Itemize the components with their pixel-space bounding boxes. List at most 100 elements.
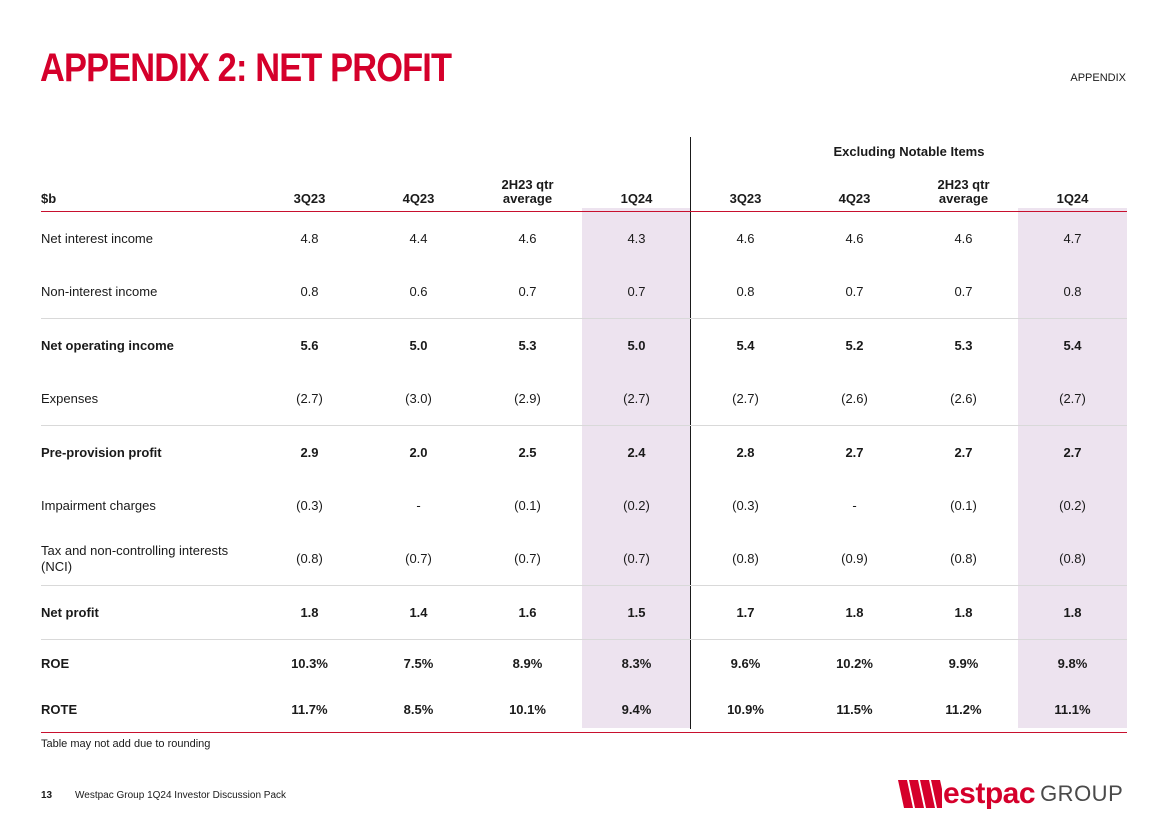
table-cell: - bbox=[852, 498, 857, 513]
table-cell: 1.8 bbox=[1018, 585, 1127, 640]
table-cell: 11.2% bbox=[909, 686, 1018, 733]
table-cell: 5.0 bbox=[364, 318, 473, 372]
table-cell: (2.7) bbox=[732, 391, 759, 406]
table-cell: (0.7) bbox=[405, 551, 432, 566]
table-cell: (0.3) bbox=[296, 498, 323, 513]
table-cell: 9.6% bbox=[691, 639, 800, 686]
table-cell: (2.6) bbox=[841, 391, 868, 406]
table-row: Net operating income 5.6 5.0 5.3 5.0 5.4 5.2 5.… bbox=[41, 318, 1127, 372]
table-cell: 5.2 bbox=[800, 318, 909, 372]
table-cell: 2.8 bbox=[691, 425, 800, 479]
table-cell: 0.6 bbox=[409, 284, 428, 299]
table-cell: (2.7) bbox=[623, 391, 650, 406]
table-cell: 4.6 bbox=[954, 231, 973, 246]
table-cell: (2.7) bbox=[296, 391, 323, 406]
table-cell: (0.8) bbox=[950, 551, 977, 566]
table-cell: 7.5% bbox=[364, 639, 473, 686]
table-cell: (0.8) bbox=[732, 551, 759, 566]
footnote: Table may not add due to rounding bbox=[41, 738, 211, 750]
table-cell: (0.3) bbox=[732, 498, 759, 513]
table-cell: (0.8) bbox=[1059, 551, 1086, 566]
table-cell: 5.4 bbox=[1018, 318, 1127, 372]
column-header: 1Q24 bbox=[582, 164, 691, 212]
column-header: 1Q24 bbox=[1018, 164, 1127, 212]
table-cell: 2.9 bbox=[255, 425, 364, 479]
table-cell: 0.8 bbox=[736, 284, 755, 299]
table-cell: 1.8 bbox=[255, 585, 364, 640]
column-header: 3Q23 bbox=[691, 164, 800, 212]
table-cell: 4.3 bbox=[627, 231, 646, 246]
table-cell: 8.3% bbox=[582, 639, 691, 686]
table-cell: 4.7 bbox=[1063, 231, 1082, 246]
table-cell: 10.1% bbox=[473, 686, 582, 733]
table-cell: (0.1) bbox=[514, 498, 541, 513]
table-cell: 9.4% bbox=[582, 686, 691, 733]
table-cell: 5.4 bbox=[691, 318, 800, 372]
net-profit-table: $b 3Q23 4Q23 2H23 qtr average 1Q24 3Q23 4… bbox=[41, 164, 1127, 733]
column-header: 4Q23 bbox=[800, 164, 909, 212]
table-cell: - bbox=[416, 498, 421, 513]
table-cell: 2.7 bbox=[909, 425, 1018, 479]
row-label: Net interest income bbox=[41, 231, 153, 246]
table-cell: 4.6 bbox=[736, 231, 755, 246]
table-row: Pre-provision profit 2.9 2.0 2.5 2.4 2.8 2.7 2.… bbox=[41, 425, 1127, 479]
westpac-group-logo: estpac GROUP bbox=[898, 777, 1124, 810]
table-row: Non-interest income 0.8 0.6 0.7 0.7 0.8 0.7 0.7… bbox=[41, 265, 1127, 319]
row-label: Non-interest income bbox=[41, 284, 158, 299]
table-cell: 1.8 bbox=[800, 585, 909, 640]
logo-wordmark: estpac bbox=[943, 777, 1036, 810]
page-title: APPENDIX 2: NET PROFIT bbox=[40, 46, 452, 90]
row-label: Net profit bbox=[41, 585, 255, 640]
table-cell: 5.3 bbox=[473, 318, 582, 372]
row-label: Pre-provision profit bbox=[41, 425, 255, 479]
table-cell: 4.4 bbox=[409, 231, 428, 246]
table-cell: 5.0 bbox=[582, 318, 691, 372]
column-header: $b bbox=[41, 164, 255, 212]
row-label: Tax and non-controlling interests (NCI) bbox=[41, 542, 229, 574]
table-cell: (0.8) bbox=[296, 551, 323, 566]
table-cell: 0.8 bbox=[1063, 284, 1082, 299]
table-cell: (0.2) bbox=[1059, 498, 1086, 513]
table-cell: 2.7 bbox=[800, 425, 909, 479]
table-cell: (2.9) bbox=[514, 391, 541, 406]
table-cell: (0.9) bbox=[841, 551, 868, 566]
table-cell: 8.9% bbox=[473, 639, 582, 686]
table-header-row: $b 3Q23 4Q23 2H23 qtr average 1Q24 3Q23 4… bbox=[41, 164, 1127, 212]
footer-text: Westpac Group 1Q24 Investor Discussion P… bbox=[75, 790, 287, 801]
table-cell: 10.9% bbox=[691, 686, 800, 733]
table-cell: (0.2) bbox=[623, 498, 650, 513]
table-cell: 1.8 bbox=[909, 585, 1018, 640]
table-cell: 2.0 bbox=[364, 425, 473, 479]
table-row: Net profit 1.8 1.4 1.6 1.5 1.7 1.8 1.8 1.8 bbox=[41, 585, 1127, 640]
table-row: Expenses (2.7) (3.0) (2.9) (2.7) (2.7) (2.6) (2… bbox=[41, 372, 1127, 426]
column-header: 2H23 qtr average bbox=[473, 164, 582, 212]
table-cell: (0.7) bbox=[514, 551, 541, 566]
table-cell: 2.5 bbox=[473, 425, 582, 479]
table-cell: (0.7) bbox=[623, 551, 650, 566]
row-label: ROTE bbox=[41, 686, 255, 733]
table-cell: 11.1% bbox=[1018, 686, 1127, 733]
table-cell: 4.6 bbox=[845, 231, 864, 246]
table-cell: 1.5 bbox=[582, 585, 691, 640]
logo-group-text: GROUP bbox=[1040, 781, 1124, 806]
table-cell: 9.8% bbox=[1018, 639, 1127, 686]
column-header: 4Q23 bbox=[364, 164, 473, 212]
section-tag: APPENDIX bbox=[1070, 72, 1126, 84]
table-cell: 1.4 bbox=[364, 585, 473, 640]
table-cell: 11.5% bbox=[800, 686, 909, 733]
row-label: Impairment charges bbox=[41, 498, 156, 513]
table-cell: 2.7 bbox=[1018, 425, 1127, 479]
table-cell: 5.6 bbox=[255, 318, 364, 372]
table-cell: 9.9% bbox=[909, 639, 1018, 686]
table-cell: 10.3% bbox=[255, 639, 364, 686]
table-cell: 4.8 bbox=[300, 231, 319, 246]
table-cell: 4.6 bbox=[518, 231, 537, 246]
table-row: Impairment charges (0.3) - (0.1) (0.2) (0.3) -… bbox=[41, 479, 1127, 532]
table-cell: 5.3 bbox=[909, 318, 1018, 372]
column-header: 2H23 qtr average bbox=[909, 164, 1018, 212]
westpac-w-icon bbox=[898, 780, 942, 808]
table-cell: 0.7 bbox=[627, 284, 646, 299]
table-row: ROTE 11.7% 8.5% 10.1% 9.4% 10.9% 11.5% 11.2% 11.… bbox=[41, 686, 1127, 733]
table-cell: (2.7) bbox=[1059, 391, 1086, 406]
row-label: Expenses bbox=[41, 391, 99, 406]
